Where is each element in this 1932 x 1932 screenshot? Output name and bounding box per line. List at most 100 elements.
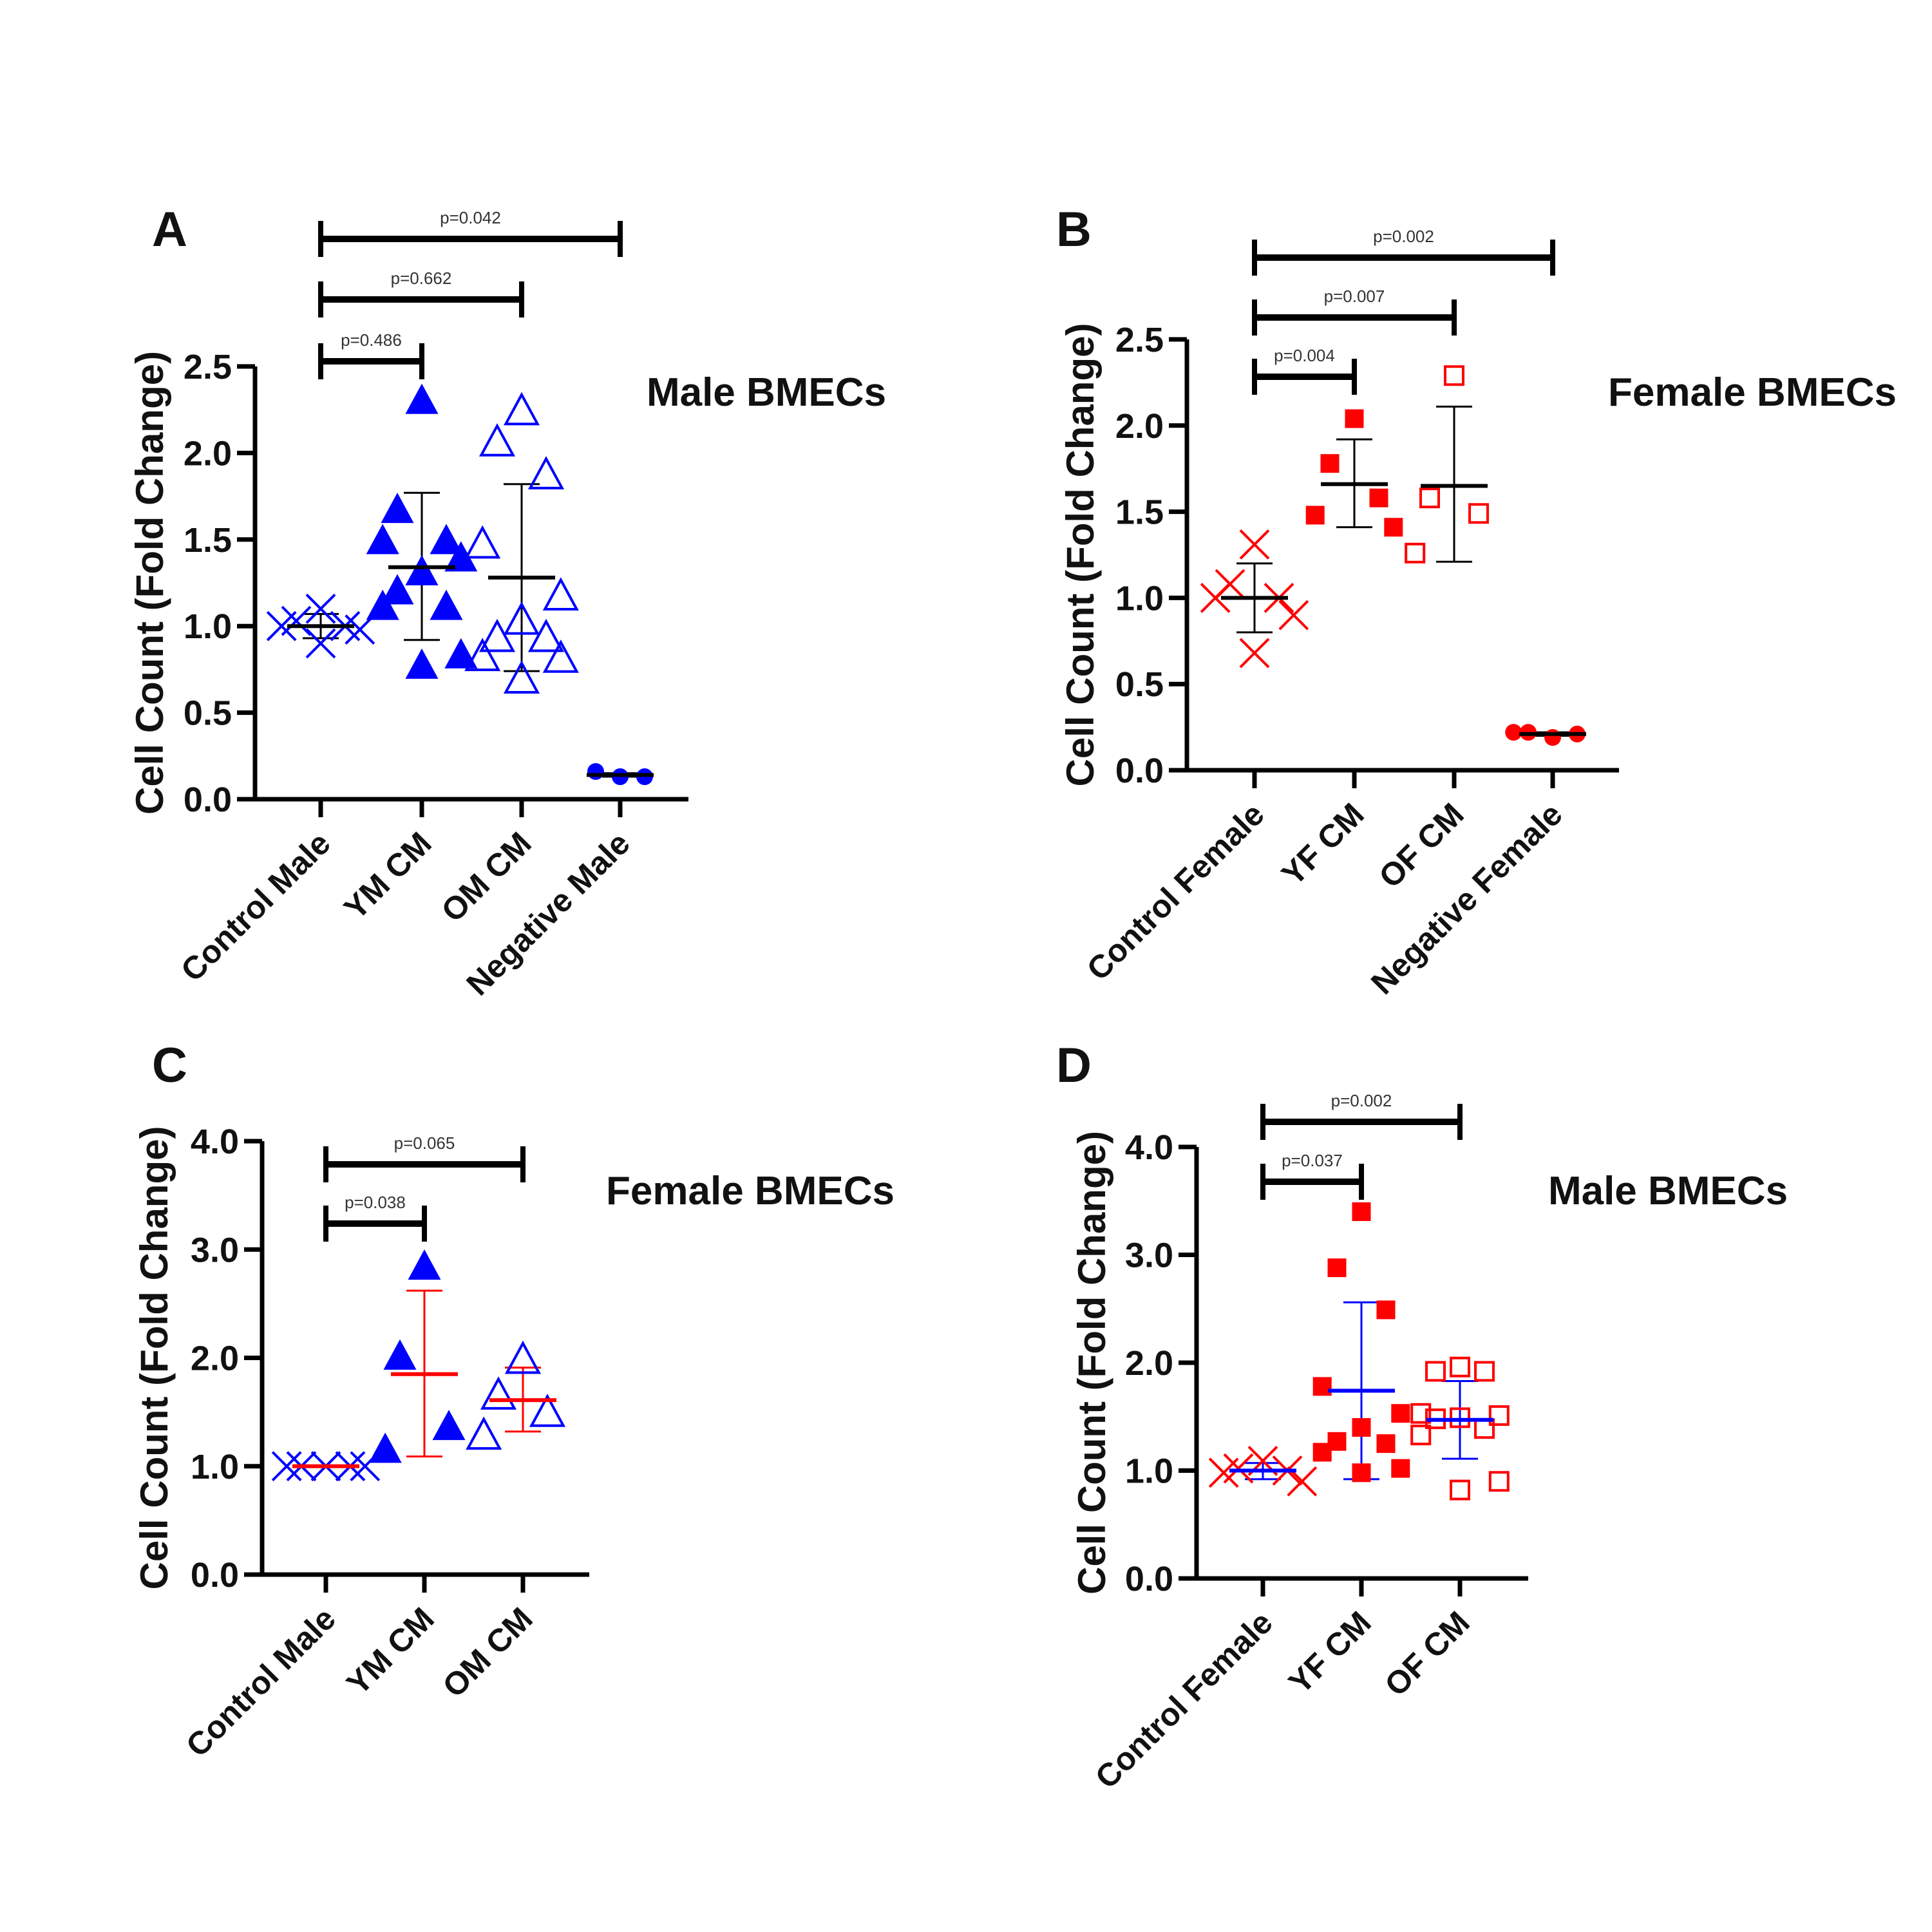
data-point [383, 1339, 417, 1370]
panel-title: Female BMECs [1608, 370, 1897, 415]
data-point [466, 1416, 502, 1450]
data-point [305, 628, 336, 659]
panel-a: A 0.0 0.5 1.0 1.5 2.0 2.5 Cell Count (Fold Chan… [128, 202, 886, 1003]
panel-letter: C [152, 1038, 187, 1093]
data-point [464, 525, 501, 559]
p-value-label: p=0.038 [345, 1193, 406, 1212]
x-category-label: YM CM [339, 1600, 440, 1701]
y-tick-label: 1.0 [1125, 1452, 1173, 1491]
data-point [1488, 1471, 1510, 1492]
data-point [527, 618, 565, 652]
data-point [1312, 1443, 1332, 1462]
data-point [1239, 529, 1270, 560]
x-category-label: Control Male [179, 1600, 343, 1764]
data-point [503, 601, 540, 635]
data-point [1305, 506, 1325, 525]
p-value-label: p=0.042 [440, 208, 501, 227]
data-point [1278, 600, 1309, 630]
x-category-label: OF CM [1372, 796, 1471, 895]
data-point [478, 423, 516, 457]
x-category-label: Control Female [1080, 796, 1271, 987]
series-negative-female [1505, 724, 1586, 746]
data-point [1468, 503, 1489, 524]
data-point [478, 618, 516, 652]
data-point [1450, 1356, 1470, 1378]
y-tick-label: 2.5 [1115, 321, 1164, 359]
significance-bracket: p=0.065 [323, 1133, 526, 1182]
data-point [1239, 638, 1270, 668]
significance-bracket: p=0.004 [1252, 346, 1357, 395]
data-point [1208, 1457, 1239, 1488]
y-tick-label: 0.0 [184, 781, 232, 819]
data-point [432, 1410, 466, 1441]
data-point [266, 611, 297, 641]
data-point [1384, 518, 1403, 537]
series-om-cm [466, 1340, 566, 1450]
p-value-label: p=0.662 [391, 269, 452, 288]
data-point [1444, 365, 1464, 386]
data-point [1410, 1403, 1432, 1424]
y-tick-label: 4.0 [1125, 1128, 1173, 1167]
y-tick-label: 1.0 [191, 1448, 239, 1486]
data-point [368, 1432, 402, 1463]
series-ym-cm [366, 383, 478, 679]
data-point [1327, 1258, 1347, 1278]
data-point [381, 493, 414, 524]
data-point [464, 638, 501, 672]
x-category-label: Control Female [1088, 1604, 1280, 1795]
series-control-male [266, 593, 375, 659]
y-tick-label: 2.5 [184, 348, 232, 386]
significance-bracket: p=0.042 [318, 208, 623, 257]
p-value-label: p=0.007 [1324, 287, 1385, 306]
data-point [1352, 1463, 1371, 1482]
x-category-label: YF CM [1274, 796, 1371, 893]
panel-title: Male BMECs [1548, 1169, 1788, 1213]
data-point [405, 554, 439, 585]
data-point [527, 456, 565, 489]
y-tick-label: 0.0 [1125, 1560, 1173, 1598]
data-point [1312, 1377, 1332, 1396]
series-yf-cm [1305, 409, 1403, 537]
x-category-label: Control Male [174, 825, 337, 989]
data-point [1544, 729, 1561, 746]
panel-title: Male BMECs [647, 370, 886, 415]
x-category-label: YM CM [337, 825, 438, 926]
data-point [1405, 542, 1426, 564]
data-point [1474, 1361, 1495, 1382]
data-point [1505, 724, 1522, 741]
y-axis-title: Cell Count (Fold Change) [1059, 323, 1102, 787]
significance-bracket: p=0.007 [1252, 287, 1457, 336]
y-tick-label: 1.0 [1115, 579, 1164, 618]
significance-bracket: p=0.002 [1252, 227, 1555, 276]
data-point [345, 614, 375, 645]
y-axis-title: Cell Count (Fold Change) [128, 351, 171, 815]
y-tick-label: 2.0 [184, 434, 232, 473]
data-point [503, 660, 540, 694]
data-point [444, 638, 478, 668]
y-tick-label: 2.0 [1115, 407, 1164, 446]
data-point [271, 1451, 302, 1482]
series-control-female [1208, 1446, 1318, 1497]
y-tick-label: 0.0 [191, 1556, 239, 1595]
p-value-label: p=0.002 [1331, 1091, 1392, 1110]
p-value-label: p=0.002 [1373, 227, 1434, 246]
series-om-cm [464, 392, 579, 694]
data-point [1450, 1407, 1470, 1428]
series-negative-male [587, 762, 654, 786]
y-tick-label: 3.0 [1125, 1236, 1173, 1275]
series-ym-cm [368, 1249, 466, 1463]
y-tick-label: 2.0 [191, 1340, 239, 1378]
data-point [405, 383, 439, 414]
data-point [1369, 488, 1388, 507]
data-point [408, 1249, 441, 1280]
data-point [529, 1394, 566, 1427]
p-value-label: p=0.486 [341, 330, 402, 350]
p-value-label: p=0.004 [1274, 346, 1335, 365]
data-point [1376, 1300, 1396, 1320]
p-value-label: p=0.037 [1282, 1151, 1343, 1170]
series-yf-cm [1312, 1202, 1410, 1482]
data-point [430, 589, 463, 620]
data-point [480, 1376, 517, 1410]
p-value-label: p=0.065 [394, 1133, 455, 1153]
